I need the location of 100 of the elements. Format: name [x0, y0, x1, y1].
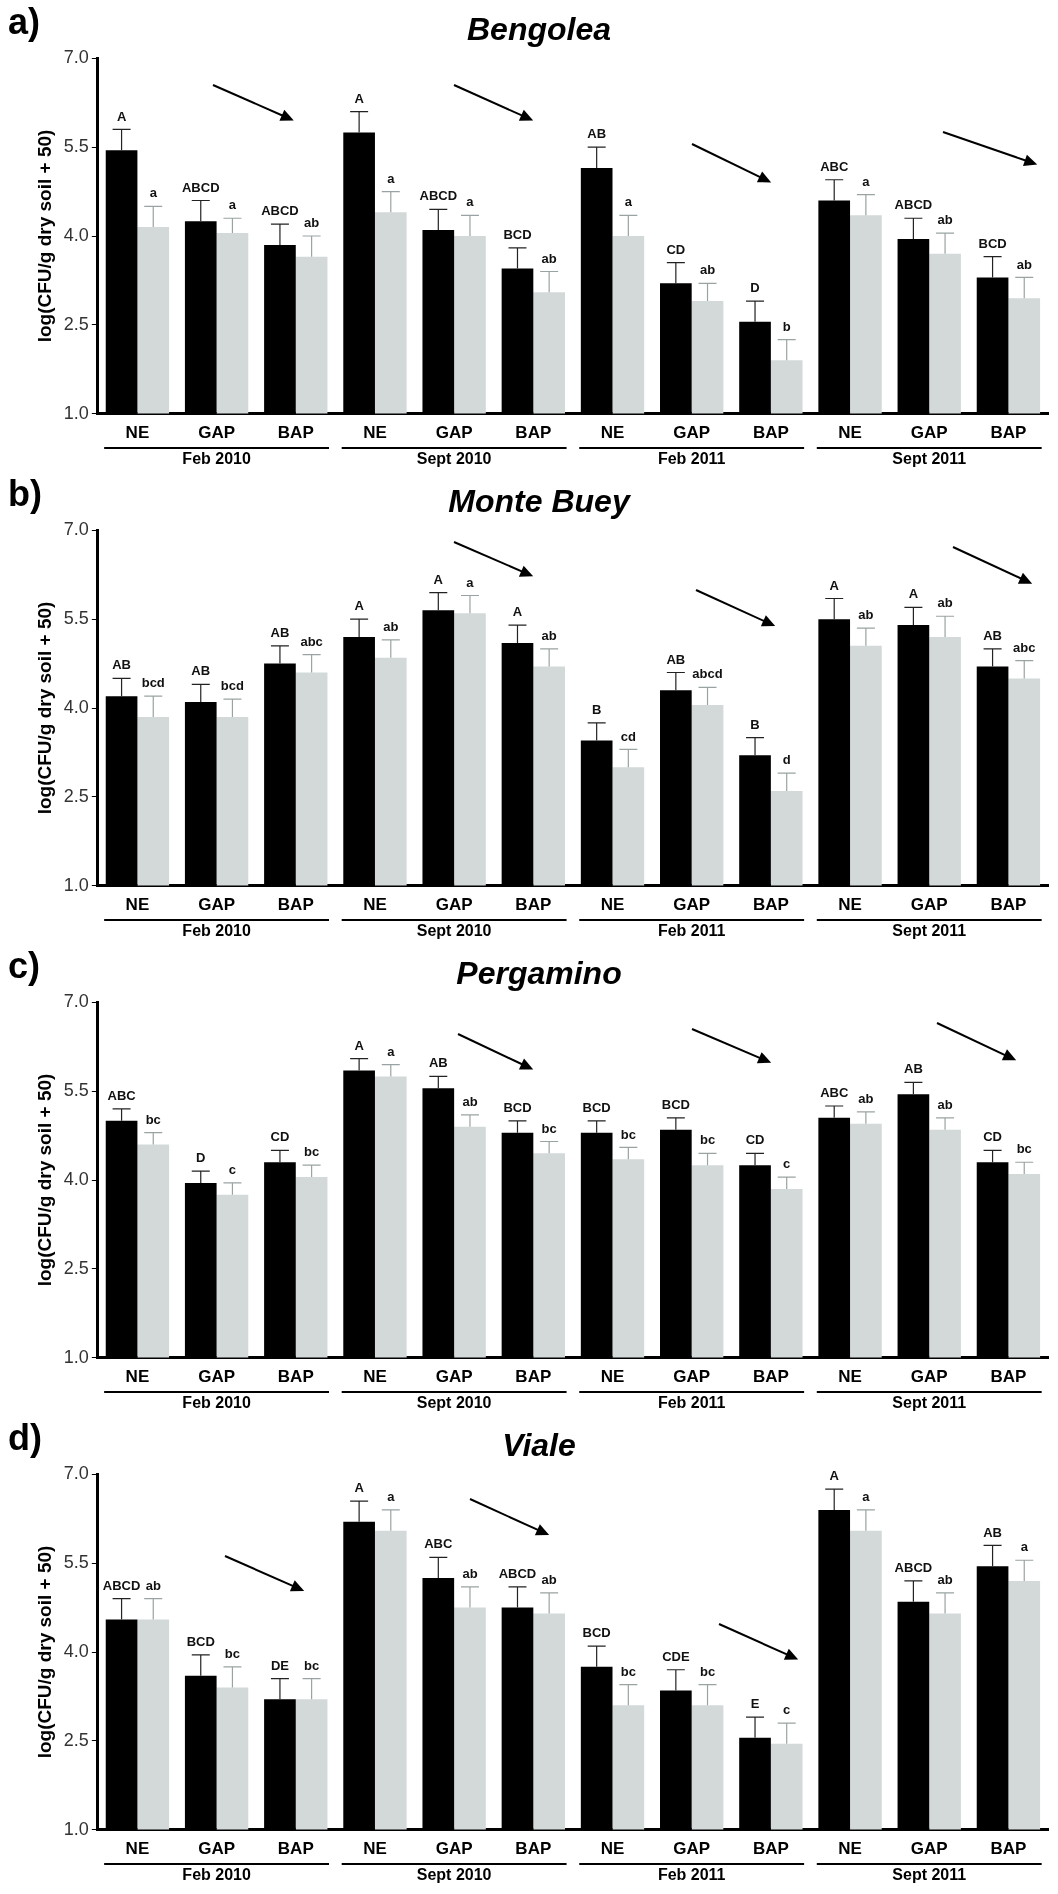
- data-label: a: [862, 173, 871, 189]
- data-label: ABCD: [181, 179, 220, 195]
- data-label: BCD: [582, 1625, 611, 1641]
- x-tick-label: BAP: [277, 1367, 314, 1387]
- text: Sept 2011: [892, 1394, 967, 1412]
- data-label: c: [783, 1702, 791, 1718]
- text: Sept 2011: [892, 1866, 967, 1884]
- x-tick-label: GAP: [673, 1367, 711, 1387]
- data-label: A: [354, 90, 365, 106]
- chart-title: Monte Buey: [448, 483, 632, 520]
- data-label: A: [829, 577, 840, 593]
- x-tick-label: GAP: [435, 895, 473, 915]
- data-label: c: [228, 1162, 237, 1178]
- data-label: AB: [983, 627, 1002, 643]
- y-axis-title: log(CFU/g dry soil + 50): [33, 129, 55, 343]
- text: Feb 2011: [657, 1866, 726, 1884]
- x-tick-label: NE: [363, 1839, 387, 1859]
- y-tick-label: 2.5: [63, 785, 89, 806]
- chart-title: Viale: [502, 1427, 576, 1464]
- data-label: bc: [699, 1663, 716, 1679]
- data-label: ab: [462, 1565, 478, 1581]
- data-label: B: [750, 716, 760, 732]
- data-label: abcd: [692, 666, 723, 682]
- x-tick-label: NE: [600, 1367, 625, 1387]
- data-label: ABCD: [261, 203, 299, 219]
- x-tick-label: NE: [125, 895, 150, 915]
- x-tick-label: BAP: [990, 423, 1027, 443]
- x-tick-label: GAP: [910, 423, 948, 443]
- y-tick-label: 1.0: [63, 1818, 89, 1839]
- x-tick-label: GAP: [910, 1367, 948, 1387]
- x-tick-label: GAP: [910, 1839, 948, 1859]
- data-label: A: [354, 598, 365, 614]
- data-label: ABC: [820, 1085, 849, 1101]
- y-tick-label: 7.0: [63, 1463, 89, 1484]
- data-label: AB: [428, 1055, 448, 1071]
- data-label: ab: [145, 1577, 161, 1593]
- x-tick-label: GAP: [673, 895, 711, 915]
- y-axis-title: log(CFU/g dry soil + 50): [33, 601, 55, 815]
- data-label: AB: [904, 1061, 923, 1077]
- data-label: CD: [983, 1129, 1002, 1145]
- y-tick-label: 5.5: [63, 136, 89, 157]
- data-label: ABCD: [102, 1577, 141, 1593]
- text: Feb 2011: [657, 1394, 726, 1412]
- x-tick-label: NE: [363, 895, 387, 915]
- data-label: A: [433, 571, 444, 587]
- data-label: c: [783, 1156, 791, 1172]
- x-tick-label: NE: [125, 423, 150, 443]
- data-label: ABCD: [419, 188, 458, 204]
- x-tick-label: BAP: [990, 1839, 1027, 1859]
- text: Feb 2011: [657, 922, 726, 940]
- x-tick-label: NE: [838, 1839, 862, 1859]
- data-label: ab: [541, 1571, 557, 1587]
- text: a): [8, 0, 41, 42]
- data-label: BCD: [582, 1099, 611, 1115]
- data-label: bc: [1016, 1141, 1032, 1157]
- x-tick-label: NE: [600, 895, 625, 915]
- data-label: ab: [937, 212, 953, 228]
- data-label: a: [1020, 1539, 1029, 1555]
- x-tick-label: NE: [838, 1367, 862, 1387]
- data-label: D: [196, 1150, 206, 1166]
- data-label: AB: [191, 663, 211, 679]
- data-label: bc: [224, 1645, 241, 1661]
- y-tick-label: 7.0: [63, 991, 89, 1012]
- data-label: a: [149, 185, 158, 201]
- data-label: bc: [620, 1663, 636, 1679]
- x-tick-label: GAP: [673, 423, 711, 443]
- data-label: a: [862, 1489, 871, 1504]
- x-tick-label: GAP: [435, 423, 473, 443]
- data-label: ab: [304, 215, 320, 231]
- text: Feb 2010: [182, 450, 251, 468]
- data-label: ab: [858, 1091, 874, 1106]
- x-tick-label: NE: [600, 1839, 625, 1859]
- data-label: A: [354, 1480, 365, 1496]
- y-tick-label: 5.5: [63, 1080, 89, 1101]
- x-tick-label: NE: [125, 1839, 150, 1859]
- y-tick-label: 4.0: [63, 224, 89, 245]
- text: Feb 2010: [182, 1866, 251, 1884]
- x-tick-label: NE: [838, 895, 862, 915]
- text: Sept 2010: [416, 1866, 492, 1884]
- data-label: ABC: [820, 158, 849, 174]
- text: Sept 2010: [416, 1394, 492, 1412]
- x-tick-label: GAP: [435, 1839, 473, 1859]
- data-label: CDE: [662, 1648, 690, 1664]
- data-label: AB: [983, 1524, 1002, 1540]
- data-label: d: [782, 752, 791, 768]
- data-label: AB: [112, 657, 131, 673]
- x-tick-label: GAP: [198, 423, 236, 443]
- data-label: bc: [304, 1657, 320, 1673]
- data-label: a: [466, 574, 475, 590]
- data-label: ABC: [107, 1088, 137, 1104]
- x-tick-label: BAP: [515, 895, 552, 915]
- data-label: AB: [587, 126, 607, 142]
- data-label: ab: [541, 250, 557, 266]
- chart-title: Bengolea: [466, 11, 612, 48]
- data-label: ABCD: [498, 1565, 537, 1581]
- x-tick-label: BAP: [752, 423, 789, 443]
- data-label: A: [116, 108, 127, 124]
- y-tick-label: 4.0: [63, 1640, 89, 1661]
- x-tick-label: GAP: [198, 895, 236, 915]
- y-tick-label: 5.5: [63, 608, 89, 629]
